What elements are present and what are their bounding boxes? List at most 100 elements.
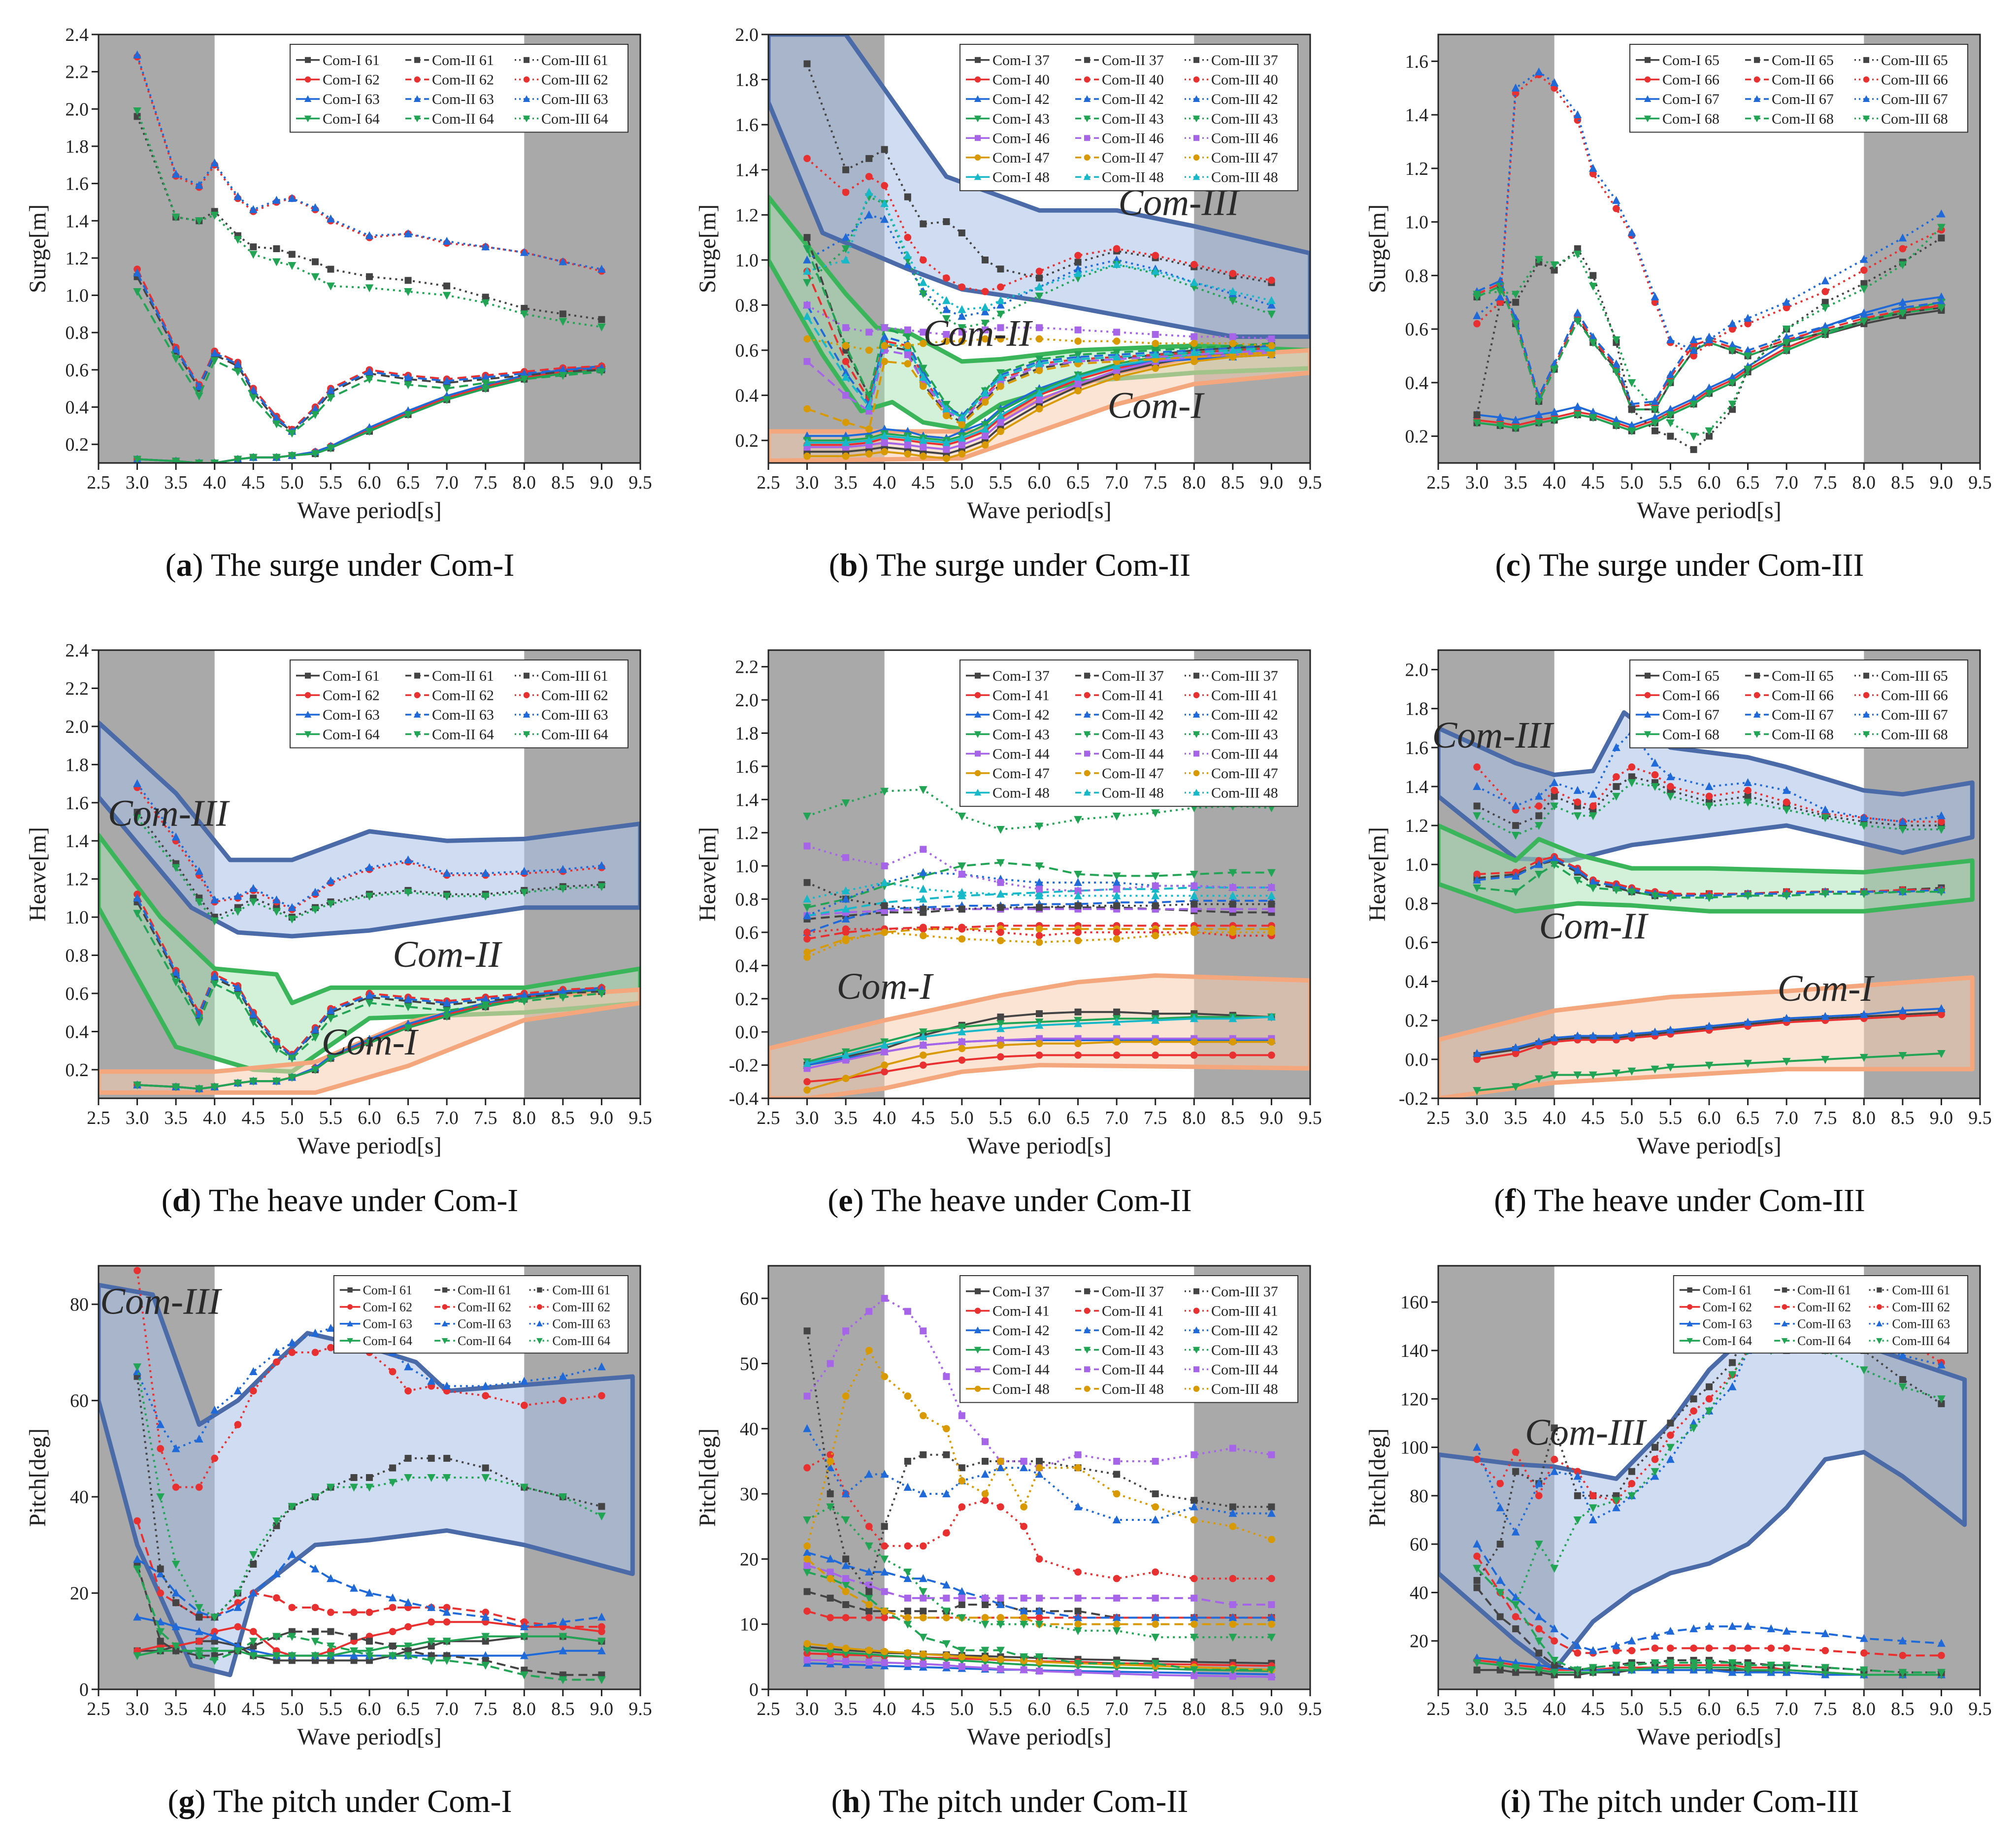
data-point	[1020, 1522, 1027, 1530]
legend-marker	[305, 672, 311, 679]
legend-entry: Com-III 66	[1881, 688, 1948, 704]
data-point	[443, 282, 451, 290]
data-point	[288, 1074, 297, 1082]
legend-box	[1629, 44, 1968, 133]
data-point	[1898, 309, 1907, 318]
series-com-ii-63	[1473, 1540, 1946, 1654]
legend-marker	[1084, 1308, 1091, 1314]
data-point	[1511, 291, 1520, 299]
data-point	[1898, 303, 1907, 311]
data-point	[881, 928, 889, 936]
data-point	[311, 1564, 320, 1573]
data-point	[559, 865, 567, 873]
legend-entry: Com-II 44	[1102, 746, 1164, 762]
legend-entry: Com-III 67	[1881, 91, 1948, 107]
data-point	[981, 288, 989, 296]
data-point	[1705, 1061, 1714, 1070]
x-tick-label: 4.5	[1582, 472, 1605, 493]
data-point	[1744, 798, 1752, 807]
data-point	[981, 1646, 990, 1655]
data-point	[919, 452, 927, 460]
y-tick-label: 60	[1410, 1534, 1428, 1555]
x-tick-label: 5.5	[319, 1108, 343, 1128]
data-point	[1705, 894, 1714, 902]
data-point	[1511, 320, 1520, 329]
legend-marker	[536, 1320, 543, 1326]
data-point	[133, 288, 141, 296]
x-tick-label: 8.0	[1183, 1108, 1206, 1128]
data-point	[904, 1457, 911, 1465]
legend-box	[290, 44, 628, 133]
data-point	[803, 155, 811, 163]
data-point	[597, 1646, 606, 1654]
data-point	[1689, 400, 1698, 409]
y-tick-label: 0.8	[66, 323, 89, 343]
x-tick-label: 5.0	[280, 1108, 304, 1128]
x-axis-label: Wave period[s]	[1637, 1133, 1781, 1159]
data-point	[1229, 1601, 1236, 1608]
data-point	[1020, 1607, 1028, 1615]
data-point	[1074, 1464, 1082, 1472]
data-point	[865, 1658, 873, 1666]
data-point	[903, 251, 912, 259]
data-point	[311, 1638, 320, 1646]
legend-entry: Com-III 62	[1892, 1300, 1950, 1314]
data-point	[1267, 300, 1276, 309]
data-point	[1535, 1649, 1543, 1657]
data-point	[841, 904, 850, 913]
legend-marker	[1863, 57, 1869, 63]
legend-marker	[1084, 76, 1091, 83]
legend-marker	[413, 731, 421, 738]
legend-marker	[1686, 1338, 1693, 1344]
data-point	[1020, 1614, 1027, 1621]
band-annotation: Com-I	[837, 966, 934, 1007]
x-tick-label: 6.5	[1736, 472, 1760, 493]
data-point	[1551, 792, 1558, 800]
data-point	[389, 1604, 397, 1612]
legend-entry: Com-I 43	[992, 111, 1050, 127]
legend-entry: Com-III 61	[541, 668, 608, 684]
legend-entry: Com-I 62	[323, 72, 380, 88]
data-point	[520, 310, 529, 319]
data-point	[133, 1613, 141, 1621]
data-point	[1496, 1503, 1505, 1512]
x-tick-label: 3.0	[1465, 1699, 1489, 1719]
data-point	[1190, 1634, 1198, 1642]
data-point	[1744, 1645, 1752, 1652]
caption-g: (g) The pitch under Com-I	[167, 1783, 512, 1819]
data-point	[1729, 406, 1736, 413]
data-point	[249, 1367, 258, 1375]
data-point	[1613, 205, 1620, 212]
series-com-ii-67	[1473, 276, 1946, 408]
y-tick-label: 60	[740, 1288, 759, 1309]
y-tick-label: 2.0	[66, 717, 89, 737]
data-point	[1036, 324, 1043, 331]
data-point	[559, 372, 567, 380]
data-point	[881, 1295, 888, 1302]
data-point	[1035, 388, 1044, 397]
data-point	[919, 436, 927, 444]
data-point	[1783, 798, 1790, 806]
data-point	[327, 1628, 334, 1635]
data-point	[1613, 773, 1620, 781]
x-tick-label: 9.0	[590, 1699, 614, 1719]
data-point	[365, 990, 374, 999]
data-point	[841, 1561, 850, 1569]
x-tick-label: 7.0	[1105, 472, 1128, 493]
data-point	[1035, 335, 1043, 343]
data-point	[1267, 1634, 1276, 1642]
data-point	[1666, 419, 1675, 428]
legend-marker	[974, 1326, 982, 1333]
data-point	[864, 1470, 873, 1478]
caption-e: (e) The heave under Com-II	[827, 1183, 1192, 1218]
data-point	[1937, 297, 1946, 306]
data-point	[1113, 373, 1121, 381]
data-point	[803, 1392, 811, 1400]
legend-entry: Com-III 64	[541, 726, 608, 743]
data-point	[1767, 1661, 1776, 1670]
legend-marker	[1083, 731, 1091, 738]
x-axis-label: Wave period[s]	[297, 1133, 441, 1159]
legend-entry: Com-III 65	[1881, 52, 1948, 68]
caption-text: The heave under Com-I	[208, 1183, 519, 1218]
